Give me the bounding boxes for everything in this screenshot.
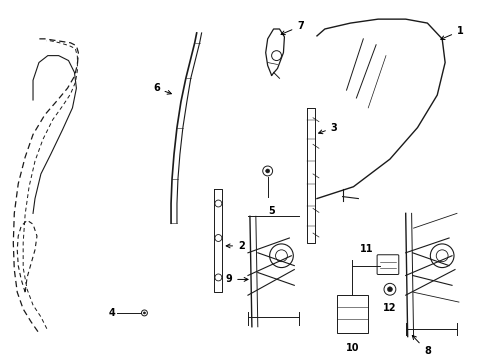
Text: 3: 3 xyxy=(318,123,337,134)
Text: 10: 10 xyxy=(345,342,359,352)
Text: 7: 7 xyxy=(281,21,304,35)
Text: 6: 6 xyxy=(153,83,171,94)
Bar xyxy=(336,295,367,333)
Text: 5: 5 xyxy=(268,206,274,216)
Text: 12: 12 xyxy=(383,303,396,313)
Circle shape xyxy=(386,287,391,292)
Text: 2: 2 xyxy=(226,241,244,251)
Text: 11: 11 xyxy=(359,244,372,254)
Text: 8: 8 xyxy=(411,336,430,356)
Text: 9: 9 xyxy=(225,274,247,284)
Text: 4: 4 xyxy=(108,308,115,318)
FancyBboxPatch shape xyxy=(376,255,398,274)
Text: 1: 1 xyxy=(440,26,463,40)
Circle shape xyxy=(265,169,269,173)
Circle shape xyxy=(143,312,145,314)
